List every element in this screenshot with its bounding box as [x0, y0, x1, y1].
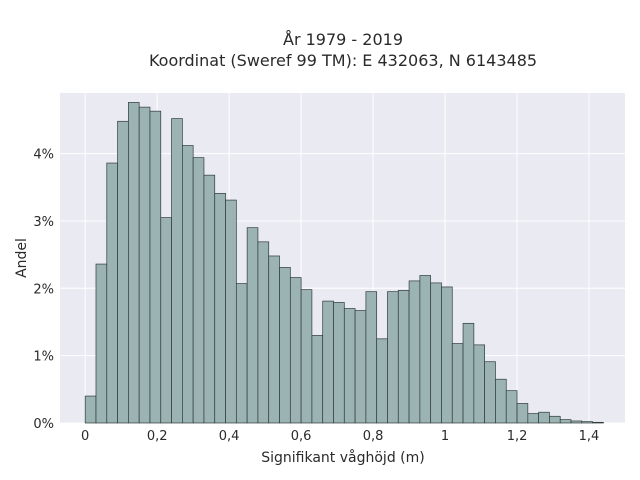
histogram-bar	[538, 411, 550, 424]
x-axis-label: Signifikant våghöjd (m)	[261, 449, 424, 466]
histogram-bar	[333, 302, 345, 424]
histogram-bar	[354, 310, 367, 424]
histogram-bar	[289, 277, 302, 424]
histogram-bar	[570, 420, 583, 424]
x-tick-label: 1,4	[579, 429, 600, 444]
histogram-bar	[592, 421, 604, 424]
histogram-bar	[387, 291, 399, 424]
histogram-bar	[225, 199, 237, 424]
histogram-bar	[138, 106, 151, 424]
histogram-bar	[192, 157, 205, 424]
histogram-bar	[549, 415, 561, 424]
histogram-bar	[408, 280, 421, 424]
x-tick-label: 0,8	[363, 429, 384, 444]
histogram-bar	[257, 241, 270, 424]
y-axis-label: Andel	[14, 238, 30, 278]
histogram-bar	[495, 378, 507, 424]
histogram-bar	[149, 110, 162, 424]
histogram-bar	[128, 102, 140, 424]
histogram-bar	[516, 403, 529, 424]
histogram-bar	[376, 338, 388, 424]
histogram-bar	[214, 192, 226, 424]
histogram-bar	[246, 227, 259, 424]
histogram-bar	[279, 267, 291, 424]
histogram-bar	[117, 120, 129, 424]
histogram-bar	[419, 275, 432, 424]
histogram-bar	[311, 335, 324, 424]
y-tick-label: 0%	[33, 417, 54, 432]
histogram-bar	[505, 390, 518, 424]
x-tick-label: 1	[441, 429, 449, 444]
bars	[84, 102, 604, 424]
y-tick-label: 3%	[33, 215, 54, 230]
histogram-bar	[441, 286, 453, 424]
histogram-bar	[473, 344, 485, 424]
x-tick-label: 0,6	[291, 429, 312, 444]
x-tick-label: 0,2	[147, 429, 168, 444]
histogram-bar	[365, 291, 378, 424]
y-axis-ticks: 0% 1% 2% 3% 4%	[33, 148, 54, 432]
histogram-bar	[581, 421, 593, 424]
histogram-bar	[203, 174, 216, 424]
histogram-bar	[343, 308, 356, 424]
histogram-bar	[462, 322, 475, 424]
histogram-bar	[484, 361, 496, 424]
histogram-bar	[451, 343, 464, 424]
histogram-bar	[160, 217, 172, 424]
histogram-bar	[84, 395, 97, 424]
histogram-bar	[95, 263, 108, 424]
histogram-bar	[235, 283, 248, 424]
y-tick-label: 1%	[33, 350, 54, 365]
y-tick-label: 2%	[33, 282, 54, 297]
histogram-bar	[106, 162, 118, 424]
histogram-bar	[300, 289, 313, 424]
x-tick-label: 0,4	[219, 429, 240, 444]
histogram-bar	[182, 145, 194, 424]
histogram-bar	[430, 282, 442, 424]
x-axis-ticks: 0 0,2 0,4 0,6 0,8 1 1,2 1,4	[81, 429, 599, 444]
chart-subtitle: Koordinat (Sweref 99 TM): E 432063, N 61…	[149, 51, 537, 70]
x-tick-label: 0	[81, 429, 89, 444]
y-tick-label: 4%	[33, 148, 54, 163]
x-tick-label: 1,2	[507, 429, 528, 444]
chart-title: År 1979 - 2019	[283, 30, 403, 49]
histogram-bar	[397, 289, 410, 424]
histogram-bar	[322, 300, 334, 424]
histogram-bar	[559, 419, 572, 424]
histogram-bar	[268, 255, 280, 424]
histogram-bar	[171, 118, 183, 424]
histogram-bar	[527, 413, 539, 424]
